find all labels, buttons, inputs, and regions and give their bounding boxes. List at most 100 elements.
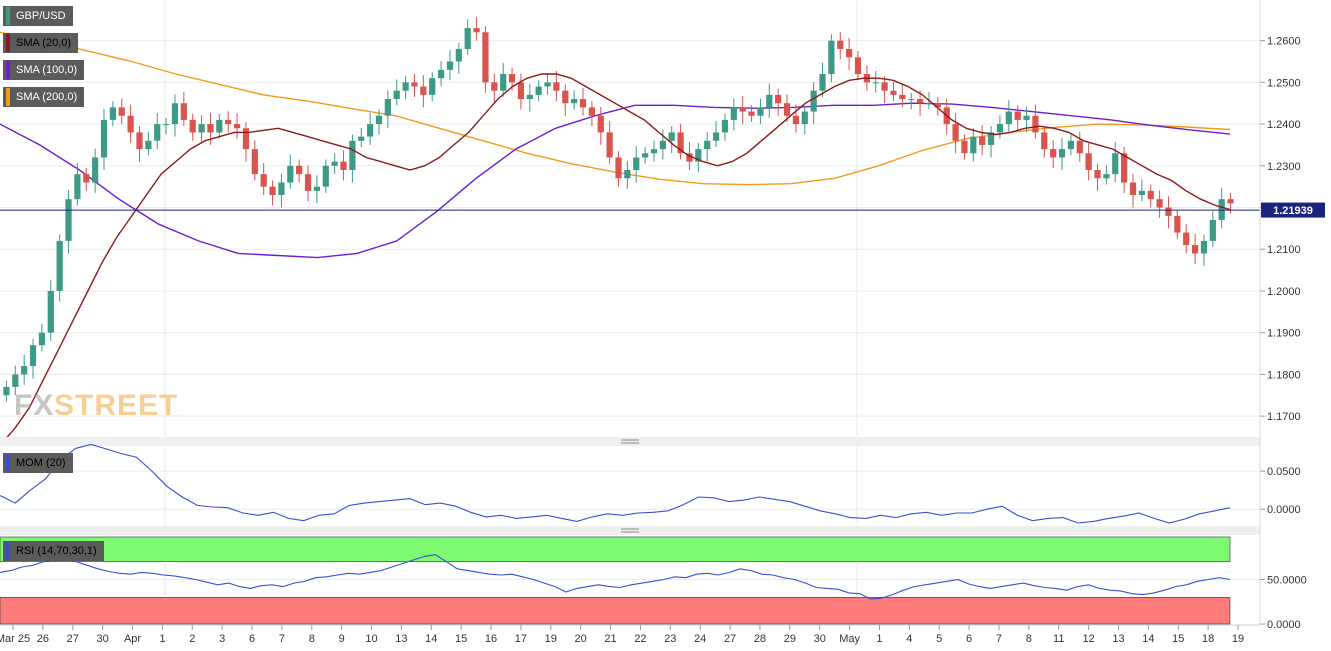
candle: [473, 16, 480, 41]
candlestick-series: [3, 16, 1234, 402]
sma-20-line: [0, 73, 1231, 446]
rsi-y-axis: 50.0000 0.0000: [1260, 575, 1307, 631]
candle: [313, 175, 321, 204]
x-tick-label: 1: [876, 633, 882, 645]
candle: [908, 92, 915, 110]
sma-20-swatch: [6, 34, 10, 52]
x-tick-label: 9: [339, 633, 345, 645]
rsi-y-tick-label: 50.0000: [1267, 575, 1307, 587]
candle: [384, 90, 391, 129]
legend-sma-100[interactable]: SMA (100,0): [3, 60, 85, 80]
candle: [233, 112, 241, 139]
candle: [588, 101, 595, 127]
candle: [225, 111, 232, 133]
candle: [633, 146, 640, 183]
symbol-label[interactable]: GBP/USD: [3, 6, 73, 26]
candle: [526, 83, 533, 112]
rsi-pane[interactable]: 50.0000 0.0000: [0, 535, 1307, 631]
candle: [916, 90, 924, 116]
candle: [296, 159, 303, 183]
candle: [56, 234, 63, 302]
momentum-y-axis: 0.0500 0.0000: [1260, 466, 1301, 516]
momentum-path: [0, 443, 1231, 524]
x-tick-label: 22: [634, 633, 646, 645]
x-tick-label: 12: [1082, 633, 1094, 645]
legend-sma-20[interactable]: SMA (20,0): [3, 33, 79, 53]
rsi-swatch: [6, 542, 10, 560]
x-tick-label: 13: [1112, 633, 1124, 645]
candle: [615, 151, 622, 187]
main-y-axis: 1.26001.25001.24001.23001.22001.21001.20…: [1260, 36, 1301, 423]
candle: [721, 113, 729, 141]
momentum-swatch: [6, 454, 10, 472]
candle: [819, 62, 826, 97]
legend-rsi[interactable]: RSI (14,70,30,1): [3, 541, 104, 561]
candle: [1103, 165, 1110, 185]
candle: [420, 75, 427, 108]
candle: [1112, 142, 1119, 183]
candle: [402, 76, 409, 100]
candle: [810, 81, 817, 125]
candle: [872, 71, 879, 93]
divider-grip-2[interactable]: [621, 528, 639, 533]
legend-sma-200[interactable]: SMA (200,0): [3, 87, 85, 107]
candle: [198, 115, 205, 143]
x-tick-label: 23: [664, 633, 676, 645]
candle: [287, 154, 294, 189]
candle: [83, 167, 90, 191]
candle: [1067, 134, 1075, 156]
sma-100-swatch: [6, 61, 10, 79]
pane-divider-2[interactable]: [0, 526, 1260, 535]
candle: [1005, 100, 1012, 133]
momentum-pane[interactable]: 0.0500 0.0000: [0, 443, 1301, 527]
candle: [792, 104, 800, 133]
x-tick-label: 2: [189, 633, 195, 645]
rsi-line: [0, 554, 1231, 600]
candle: [251, 140, 258, 181]
symbol-swatch: [6, 7, 10, 25]
watermark-street: STREET: [54, 389, 178, 422]
main-y-tick-label: 1.1800: [1267, 369, 1301, 381]
sma-100-line: [0, 102, 1231, 259]
x-tick-label: Apr: [124, 633, 141, 645]
candle: [109, 101, 116, 127]
x-tick-label: 26: [37, 633, 49, 645]
x-tick-label: 28: [754, 633, 766, 645]
candle: [1014, 105, 1021, 131]
x-tick-label: 7: [279, 633, 285, 645]
rsi-oversold-band: [0, 596, 1231, 625]
legend-momentum[interactable]: MOM (20): [3, 453, 73, 473]
candle: [730, 98, 737, 131]
candle: [29, 338, 37, 379]
x-tick-label: 18: [1202, 633, 1214, 645]
candle: [783, 94, 791, 122]
pane-divider-1[interactable]: [0, 437, 1260, 446]
candle: [650, 140, 658, 162]
candle: [553, 71, 560, 102]
main-pane[interactable]: 1.26001.25001.24001.23001.22001.21001.20…: [0, 1, 1325, 446]
candle: [145, 132, 152, 156]
divider-grip-1[interactable]: [621, 439, 639, 444]
candle: [340, 150, 347, 181]
x-tick-label: 15: [1172, 633, 1184, 645]
main-y-tick-label: 1.1700: [1267, 411, 1301, 423]
x-tick-label: 8: [309, 633, 315, 645]
main-y-tick-label: 1.2600: [1267, 36, 1301, 48]
candle: [544, 73, 551, 95]
candle: [47, 279, 54, 342]
candle: [1209, 211, 1216, 248]
x-tick-label: 27: [67, 633, 79, 645]
sma-200-path: [0, 31, 1231, 186]
candle: [1050, 140, 1057, 168]
x-tick-label: 11: [1053, 633, 1064, 645]
x-tick-label: May: [839, 633, 860, 645]
main-plot-area: [0, 1, 1260, 437]
sma-100-label: SMA (100,0): [16, 64, 78, 76]
x-tick-label: 14: [425, 633, 437, 645]
candle: [189, 113, 196, 141]
candle: [562, 84, 569, 116]
candle: [1183, 223, 1190, 254]
x-tick-label: Mar 25: [0, 633, 30, 645]
x-tick-label: 30: [814, 633, 826, 645]
